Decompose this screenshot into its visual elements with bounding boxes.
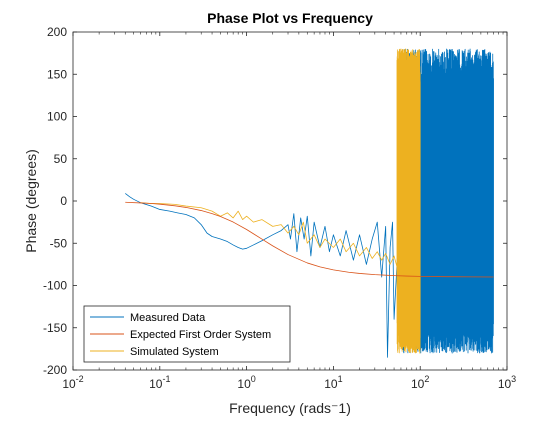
legend-label-simulated-system: Simulated System [130,346,219,358]
y-tick-label: 100 [47,110,67,124]
y-tick-label: 50 [54,152,68,166]
y-tick-label: 150 [47,67,67,81]
x-tick-label-base: 10 [149,377,163,391]
x-tick-label-exponent: -1 [162,374,170,384]
y-tick-label: 0 [60,194,67,208]
x-tick-label-exponent: -2 [76,374,84,384]
y-axis-label: Phase (degrees) [23,149,39,253]
x-tick-label-exponent: 3 [511,374,516,384]
x-tick-label-base: 10 [324,377,338,391]
y-tick-label: -100 [43,279,67,293]
x-tick-label-base: 10 [411,377,425,391]
y-tick-label: -200 [43,363,67,377]
chart-title: Phase Plot vs Frequency [207,10,373,26]
legend-label-measured-data: Measured Data [130,312,206,324]
legend: Measured Data Expected First Order System… [84,306,290,362]
y-tick-label: -50 [50,236,68,250]
x-tick-label-exponent: 0 [251,374,256,384]
x-tick-label-base: 10 [237,377,251,391]
y-tick-label: 200 [47,25,67,39]
x-tick-label-base: 10 [62,377,76,391]
x-tick-label-base: 10 [498,377,512,391]
y-tick-label: -150 [43,321,67,335]
x-axis-label: Frequency (rads⁻1) [229,400,351,416]
x-tick-label-exponent: 2 [424,374,429,384]
x-tick-label-exponent: 1 [338,374,343,384]
legend-label-expected-first-order-system: Expected First Order System [130,329,271,341]
